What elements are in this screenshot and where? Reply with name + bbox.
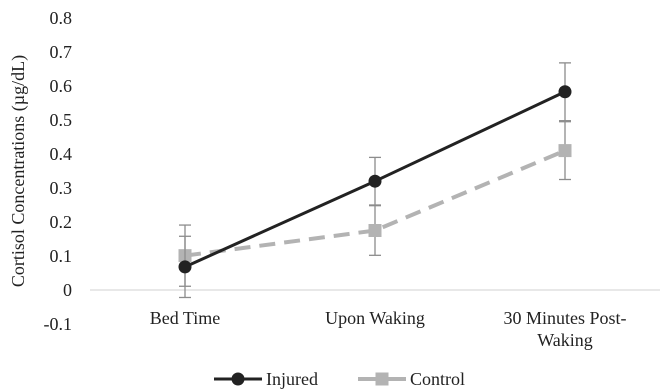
data-point-injured <box>558 85 572 99</box>
y-tick-label: 0 <box>63 280 72 300</box>
y-tick-label: 0.8 <box>50 8 73 28</box>
y-tick-label: -0.1 <box>44 314 73 334</box>
data-point-control <box>558 144 572 158</box>
y-tick-label: 0.3 <box>50 178 73 198</box>
legend-marker <box>375 372 389 386</box>
series-group <box>178 62 572 299</box>
y-tick-label: 0.6 <box>50 76 73 96</box>
axes-group: -0.1 0 0.1 0.2 0.3 0.4 0.5 0.6 0.7 0.8 Cortisol Co… <box>8 8 660 350</box>
y-tick-label: 0.4 <box>50 144 73 164</box>
legend-label-injured: Injured <box>266 369 318 389</box>
x-category-label: Bed Time <box>150 308 221 328</box>
x-category-label: Waking <box>537 330 593 350</box>
data-point-control <box>368 224 382 237</box>
legend-label-control: Control <box>410 369 465 389</box>
y-tick-label: 0.5 <box>50 110 73 130</box>
y-tick-label: 0.2 <box>50 212 73 232</box>
data-point-injured <box>368 174 382 188</box>
data-point-injured <box>178 260 192 274</box>
x-category-label: Upon Waking <box>325 308 425 328</box>
y-tick-label: 0.7 <box>50 42 73 62</box>
y-axis-title: Cortisol Concentrations (µg/dL) <box>8 55 29 287</box>
legend: Injured Control <box>214 369 465 389</box>
x-category-label: 30 Minutes Post- <box>503 308 626 328</box>
series-line-control <box>184 148 566 258</box>
y-tick-label: 0.1 <box>50 246 73 266</box>
legend-marker <box>231 372 245 386</box>
